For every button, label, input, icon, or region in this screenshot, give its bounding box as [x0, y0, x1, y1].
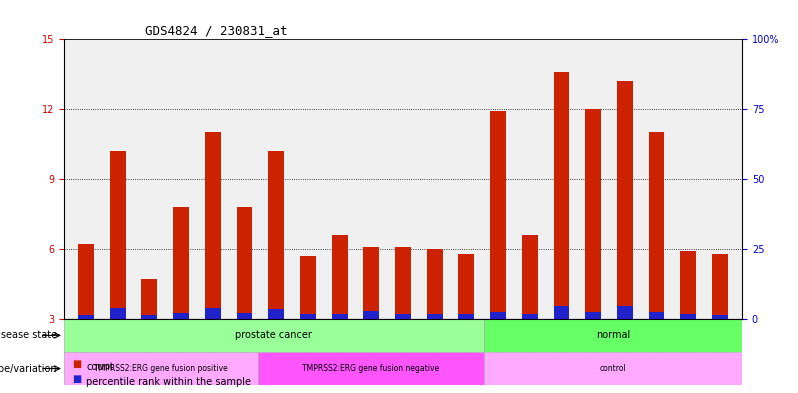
- Bar: [205, 132, 221, 319]
- Bar: [236, 313, 252, 319]
- Bar: [332, 314, 347, 319]
- FancyBboxPatch shape: [484, 319, 742, 352]
- Bar: [649, 132, 665, 319]
- Bar: [78, 244, 94, 319]
- FancyBboxPatch shape: [484, 352, 742, 385]
- Bar: [110, 151, 125, 319]
- Bar: [427, 314, 443, 319]
- Text: count: count: [86, 362, 114, 373]
- Text: TMPRSS2:ERG gene fusion positive: TMPRSS2:ERG gene fusion positive: [94, 364, 227, 373]
- Bar: [712, 253, 728, 319]
- Bar: [490, 312, 506, 319]
- Text: genotype/variation: genotype/variation: [0, 364, 57, 374]
- Text: normal: normal: [596, 331, 630, 340]
- Bar: [300, 314, 316, 319]
- Bar: [681, 314, 696, 319]
- Bar: [617, 81, 633, 319]
- Text: ■: ■: [72, 374, 81, 384]
- Bar: [522, 235, 538, 319]
- Bar: [363, 310, 379, 319]
- Bar: [141, 315, 157, 319]
- Bar: [268, 309, 284, 319]
- Text: disease state: disease state: [0, 331, 57, 340]
- Bar: [332, 235, 347, 319]
- Bar: [554, 306, 570, 319]
- Text: prostate cancer: prostate cancer: [235, 331, 312, 340]
- Bar: [141, 279, 157, 319]
- Bar: [459, 253, 474, 319]
- Text: percentile rank within the sample: percentile rank within the sample: [86, 377, 251, 387]
- Bar: [363, 246, 379, 319]
- Text: TMPRSS2:ERG gene fusion negative: TMPRSS2:ERG gene fusion negative: [302, 364, 439, 373]
- Bar: [300, 256, 316, 319]
- Bar: [205, 308, 221, 319]
- Bar: [585, 109, 601, 319]
- Bar: [395, 246, 411, 319]
- Bar: [173, 313, 189, 319]
- Bar: [78, 315, 94, 319]
- Text: GDS4824 / 230831_at: GDS4824 / 230831_at: [145, 24, 288, 37]
- Bar: [712, 315, 728, 319]
- Bar: [268, 151, 284, 319]
- Bar: [554, 72, 570, 319]
- Bar: [173, 207, 189, 319]
- Bar: [236, 207, 252, 319]
- Bar: [490, 112, 506, 319]
- Bar: [649, 312, 665, 319]
- Text: ■: ■: [72, 360, 81, 369]
- FancyBboxPatch shape: [258, 352, 484, 385]
- Bar: [681, 251, 696, 319]
- Bar: [427, 249, 443, 319]
- Text: control: control: [599, 364, 626, 373]
- Bar: [459, 314, 474, 319]
- FancyBboxPatch shape: [64, 352, 258, 385]
- Bar: [522, 314, 538, 319]
- Bar: [585, 312, 601, 319]
- Bar: [395, 314, 411, 319]
- Bar: [110, 308, 125, 319]
- Bar: [617, 306, 633, 319]
- FancyBboxPatch shape: [64, 319, 484, 352]
